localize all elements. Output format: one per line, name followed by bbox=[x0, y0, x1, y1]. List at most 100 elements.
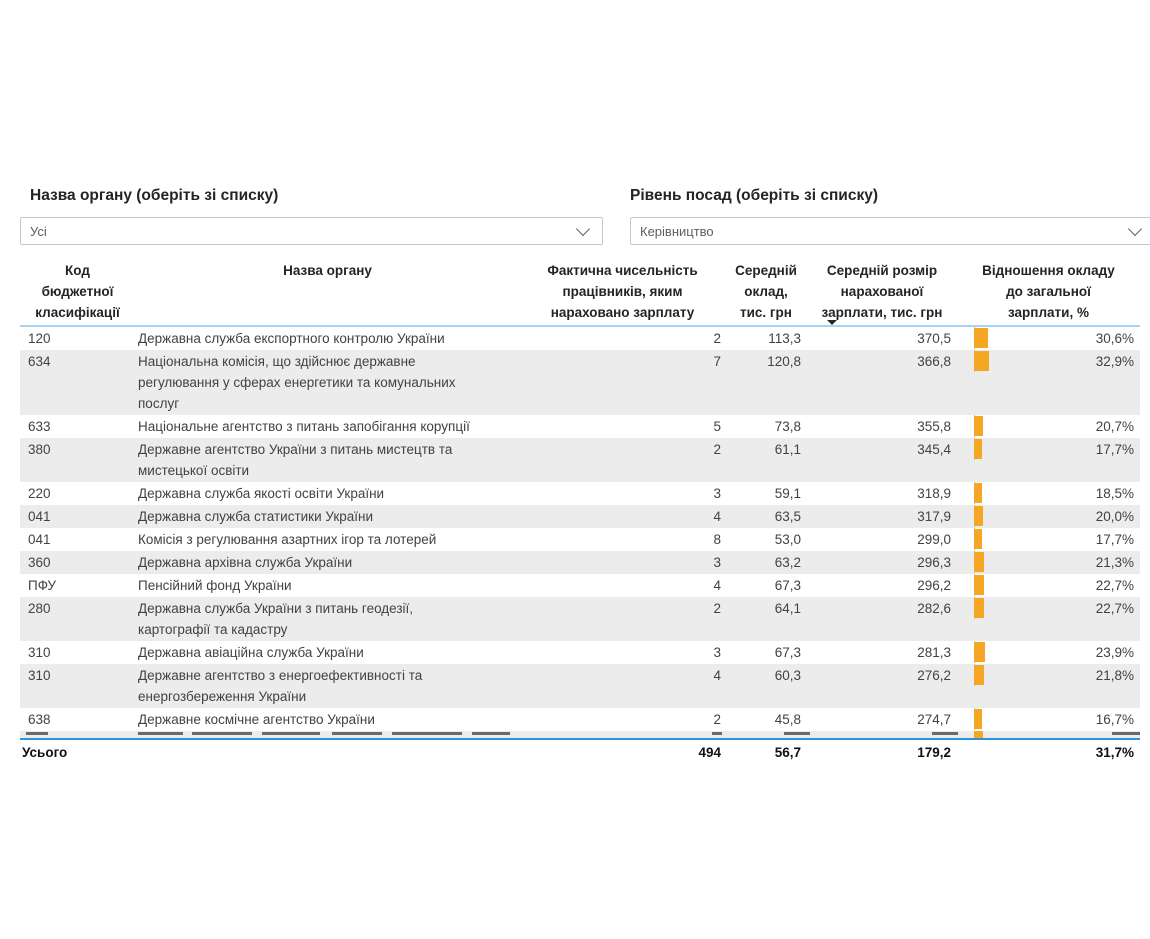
ratio-databar bbox=[974, 529, 982, 549]
cell-avg-accrued-salary: 317,9 bbox=[917, 509, 951, 524]
cell-org-name: Державна архівна служба України bbox=[138, 555, 353, 570]
cell-org-name: Національна комісія, що здійснює державн… bbox=[138, 354, 456, 411]
cell-avg-base-salary: 53,0 bbox=[774, 532, 801, 547]
cell-budget-code: 041 bbox=[28, 509, 51, 524]
cell-ratio: 21,8% bbox=[957, 664, 1140, 686]
table-row[interactable]: 380 Державне агентство України з питань м… bbox=[20, 438, 1140, 482]
ratio-databar bbox=[974, 328, 988, 348]
cell-org-name: Державна служба України з питань геодезі… bbox=[138, 601, 414, 637]
cell-ratio: 22,7% bbox=[957, 597, 1140, 619]
table-row[interactable]: 310 Державне агентство з енергоефективнос… bbox=[20, 664, 1140, 708]
cell-avg-base-salary: 67,3 bbox=[774, 578, 801, 593]
org-filter-label: Назва органу (оберіть зі списку) bbox=[30, 187, 279, 204]
cell-budget-code: 310 bbox=[28, 668, 51, 683]
cell-ratio: 23,9% bbox=[957, 641, 1140, 663]
table-body: 120 Державна служба експортного контролю … bbox=[20, 327, 1140, 731]
cell-avg-accrued-salary: 318,9 bbox=[917, 486, 951, 501]
sort-descending-icon bbox=[827, 320, 837, 325]
cell-avg-base-salary: 63,2 bbox=[774, 555, 801, 570]
cell-org-name: Державна служба якості освіти України bbox=[138, 486, 385, 501]
position-level-value: Керівництво bbox=[640, 223, 714, 239]
clipped-table-row[interactable] bbox=[20, 731, 1140, 738]
cell-headcount: 4 bbox=[713, 578, 721, 593]
cell-org-name: Державне космічне агентство України bbox=[138, 712, 375, 727]
cell-avg-accrued-salary: 299,0 bbox=[917, 532, 951, 547]
total-salary-accrued: 179,2 bbox=[917, 745, 951, 760]
cell-avg-accrued-salary: 345,4 bbox=[917, 442, 951, 457]
cell-org-name: Державне агентство з енергоефективності … bbox=[138, 668, 423, 704]
cell-avg-accrued-salary: 274,7 bbox=[917, 712, 951, 727]
ratio-databar bbox=[974, 552, 984, 572]
table-header-row: Код бюджетної класифікації Назва органу Фа… bbox=[20, 258, 1140, 325]
column-header-avg-base-salary[interactable]: Середній оклад, тис. грн bbox=[735, 263, 797, 320]
column-header-budget-code[interactable]: Код бюджетної класифікації bbox=[35, 263, 120, 320]
cell-budget-code: ПФУ bbox=[28, 578, 56, 593]
cell-avg-base-salary: 63,5 bbox=[774, 509, 801, 524]
cell-headcount: 2 bbox=[713, 601, 721, 616]
table-row[interactable]: 638 Державне космічне агентство України 2 4… bbox=[20, 708, 1140, 731]
cell-org-name: Пенсійний фонд України bbox=[138, 578, 292, 593]
table-row[interactable]: 633 Національне агентство з питань запобі… bbox=[20, 415, 1140, 438]
cell-budget-code: 634 bbox=[28, 354, 51, 369]
table-row[interactable]: 041 Комісія з регулювання азартних ігор т… bbox=[20, 528, 1140, 551]
column-header-base-to-total-ratio[interactable]: Відношення окладу до загальної зарплати,… bbox=[982, 263, 1115, 320]
cell-headcount: 3 bbox=[713, 645, 721, 660]
table-row[interactable]: 120 Державна служба експортного контролю … bbox=[20, 327, 1140, 350]
cell-avg-base-salary: 61,1 bbox=[774, 442, 801, 457]
table-row[interactable]: 280 Державна служба України з питань геод… bbox=[20, 597, 1140, 641]
table-row[interactable]: ПФУ Пенсійний фонд України 4 67,3 296,2 22,7% bbox=[20, 574, 1140, 597]
ratio-databar bbox=[974, 575, 985, 595]
ratio-databar bbox=[974, 506, 983, 526]
cell-budget-code: 220 bbox=[28, 486, 51, 501]
cell-avg-base-salary: 64,1 bbox=[774, 601, 801, 616]
ratio-databar bbox=[974, 416, 984, 436]
ratio-databar bbox=[974, 665, 984, 685]
cell-avg-accrued-salary: 276,2 bbox=[917, 668, 951, 683]
org-filter-dropdown[interactable]: Усі bbox=[20, 217, 603, 245]
cell-avg-base-salary: 60,3 bbox=[774, 668, 801, 683]
cell-avg-accrued-salary: 296,3 bbox=[917, 555, 951, 570]
cell-headcount: 4 bbox=[713, 668, 721, 683]
chevron-down-icon[interactable] bbox=[575, 221, 591, 237]
column-header-org-name[interactable]: Назва органу bbox=[283, 263, 372, 278]
cell-org-name: Державна служба статистики України bbox=[138, 509, 374, 524]
total-label: Усього bbox=[22, 745, 68, 760]
table-row[interactable]: 360 Державна архівна служба України 3 63,2 2… bbox=[20, 551, 1140, 574]
cell-avg-base-salary: 45,8 bbox=[774, 712, 801, 727]
cell-budget-code: 360 bbox=[28, 555, 51, 570]
cell-headcount: 8 bbox=[713, 532, 721, 547]
column-header-avg-accrued-salary[interactable]: Середній розмір нарахованої зарплати, ти… bbox=[807, 258, 957, 325]
cell-budget-code: 041 bbox=[28, 532, 51, 547]
cell-budget-code: 280 bbox=[28, 601, 51, 616]
cell-avg-accrued-salary: 370,5 bbox=[917, 331, 951, 346]
cell-org-name: Державна служба експортного контролю Укр… bbox=[138, 331, 445, 346]
cell-avg-accrued-salary: 282,6 bbox=[917, 601, 951, 616]
total-ratio: 31,7% bbox=[1095, 745, 1134, 760]
column-header-headcount[interactable]: Фактична чисельність працівників, яким н… bbox=[547, 263, 698, 320]
cell-ratio: 21,3% bbox=[957, 551, 1140, 573]
position-level-dropdown[interactable]: Керівництво bbox=[630, 217, 1150, 245]
table-row[interactable]: 634 Національна комісія, що здійснює держ… bbox=[20, 350, 1140, 415]
org-filter-value: Усі bbox=[30, 223, 47, 239]
table-row[interactable]: 310 Державна авіаційна служба України 3 67,… bbox=[20, 641, 1140, 664]
cell-avg-accrued-salary: 296,2 bbox=[917, 578, 951, 593]
chevron-down-icon[interactable] bbox=[1127, 221, 1143, 237]
cell-headcount: 3 bbox=[713, 486, 721, 501]
cell-headcount: 7 bbox=[713, 354, 721, 369]
cell-budget-code: 633 bbox=[28, 419, 51, 434]
table-row[interactable]: 220 Державна служба якості освіти України… bbox=[20, 482, 1140, 505]
table-total-row: Усього 494 56,7 179,2 31,7% bbox=[20, 740, 1140, 764]
cell-avg-base-salary: 67,3 bbox=[774, 645, 801, 660]
header-underline bbox=[20, 325, 1140, 327]
cell-ratio: 30,6% bbox=[957, 327, 1140, 349]
ratio-databar bbox=[974, 598, 985, 618]
cell-avg-accrued-salary: 281,3 bbox=[917, 645, 951, 660]
table-row[interactable]: 041 Державна служба статистики України 4 63… bbox=[20, 505, 1140, 528]
cell-ratio: 17,7% bbox=[957, 528, 1140, 550]
salary-table: Код бюджетної класифікації Назва органу Фа… bbox=[20, 258, 1140, 764]
databar-fragment bbox=[974, 731, 983, 738]
cell-avg-accrued-salary: 355,8 bbox=[917, 419, 951, 434]
total-count: 494 bbox=[698, 745, 721, 760]
total-separator bbox=[20, 738, 1140, 740]
